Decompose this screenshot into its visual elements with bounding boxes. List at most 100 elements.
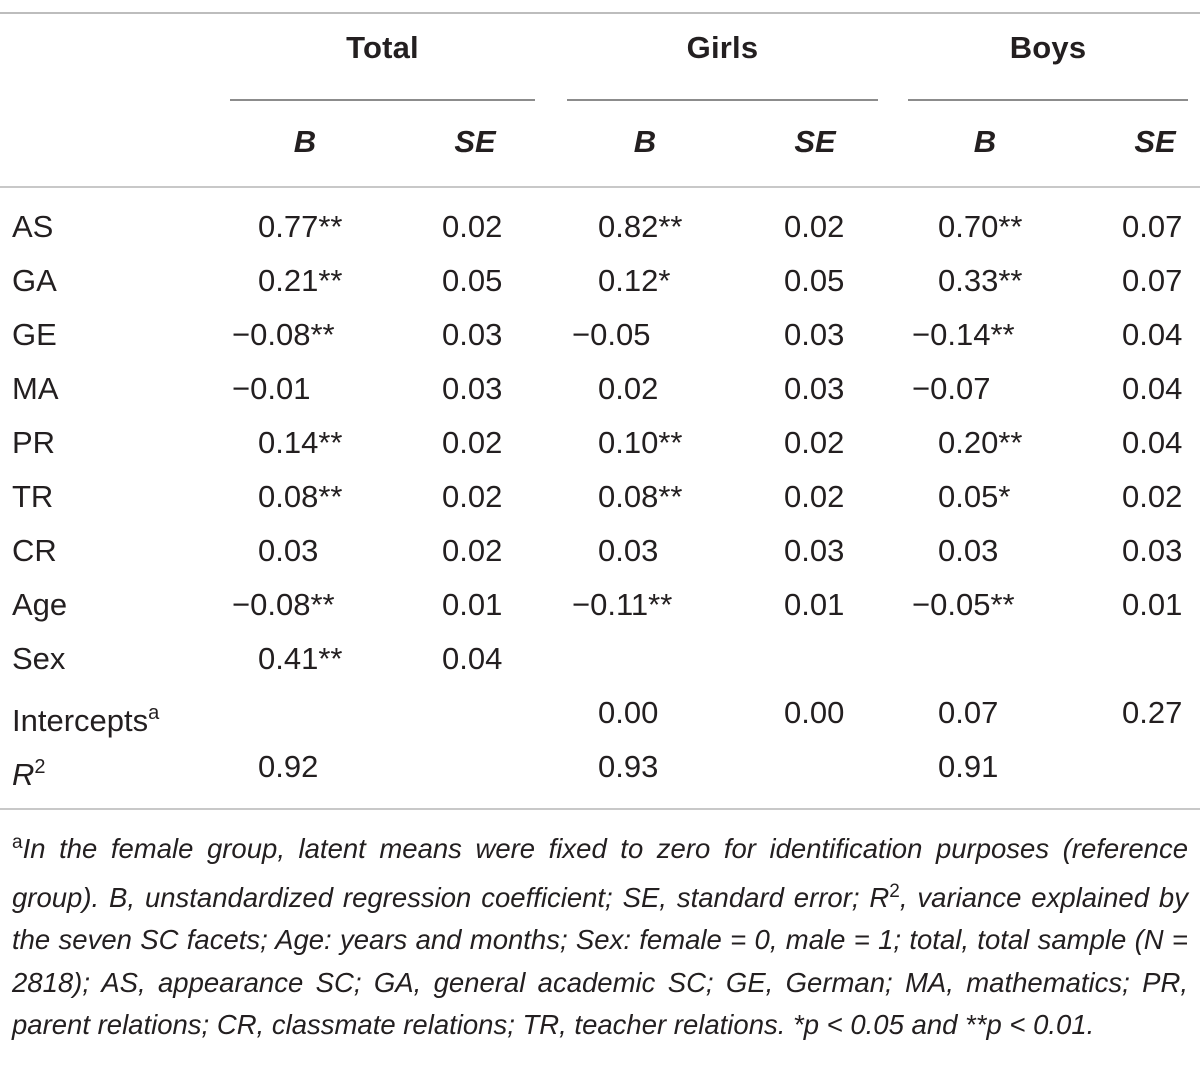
cell-girls-se: 0.02: [784, 479, 845, 514]
row-label-text: GA: [12, 263, 57, 298]
cell-girls-se: 0.02: [784, 209, 845, 244]
table-row: CR 0.03 0.02 0.03 0.03 0.03 0.03: [0, 524, 1200, 578]
row-label-superscript: a: [148, 702, 160, 724]
cell-girls-se: 0.00: [784, 695, 845, 730]
footnote-text-part1: In the female group, latent means were f…: [12, 833, 1188, 913]
table-row: GA 0.21** 0.05 0.12* 0.05 0.33** 0.07: [0, 254, 1200, 308]
row-label-text: TR: [12, 479, 54, 514]
row-label-text: Sex: [12, 641, 66, 676]
table-row: R2 0.92 0.93 0.91: [0, 740, 1200, 794]
group-rule-girls: [567, 99, 878, 101]
table-bottom-rule: [0, 808, 1200, 810]
row-label: Interceptsa: [12, 686, 159, 748]
col-header-girls-se: SE: [794, 124, 836, 159]
cell-boys-se: 0.01: [1122, 587, 1183, 622]
row-label: CR: [12, 524, 57, 578]
cell-girls-b: 0.00: [598, 695, 659, 730]
table-row: Interceptsa 0.00 0.00 0.07 0.27: [0, 686, 1200, 740]
col-header-girls-b: B: [633, 124, 657, 159]
table-row: MA −0.01 0.03 0.02 0.03 −0.07 0.04: [0, 362, 1200, 416]
cell-girls-b: 0.10**: [598, 425, 683, 460]
table-footnote: aIn the female group, latent means were …: [12, 822, 1188, 1047]
row-label-superscript: 2: [34, 756, 46, 778]
row-label: TR: [12, 470, 53, 524]
group-title-boys: Boys: [1009, 30, 1087, 65]
cell-boys-b: −0.07: [912, 371, 991, 406]
table-row: TR 0.08** 0.02 0.08** 0.02 0.05* 0.02: [0, 470, 1200, 524]
cell-boys-b: 0.05*: [938, 479, 1011, 514]
row-label: AS: [12, 200, 53, 254]
cell-girls-se: 0.05: [784, 263, 845, 298]
col-header-total-se: SE: [454, 124, 496, 159]
cell-boys-se: 0.04: [1122, 425, 1183, 460]
cell-total-b: 0.08**: [258, 479, 343, 514]
table-row: GE −0.08** 0.03 −0.05 0.03 −0.14** 0.04: [0, 308, 1200, 362]
cell-total-se: 0.02: [442, 209, 503, 244]
cell-boys-b: 0.33**: [938, 263, 1023, 298]
cell-total-b: 0.21**: [258, 263, 343, 298]
cell-girls-b: 0.08**: [598, 479, 683, 514]
cell-girls-b: −0.11**: [572, 587, 673, 622]
cell-boys-se: 0.02: [1122, 479, 1183, 514]
cell-girls-b: 0.12*: [598, 263, 671, 298]
cell-total-b: 0.03: [258, 533, 319, 568]
table-row: PR 0.14** 0.02 0.10** 0.02 0.20** 0.04: [0, 416, 1200, 470]
cell-boys-se: 0.04: [1122, 371, 1183, 406]
cell-total-se: 0.02: [442, 479, 503, 514]
row-label: R2: [12, 740, 46, 802]
row-label-text: GE: [12, 317, 57, 352]
row-label: Age: [12, 578, 67, 632]
cell-total-b: −0.08**: [232, 317, 335, 352]
cell-total-b: 0.41**: [258, 641, 343, 676]
table-top-rule: [0, 12, 1200, 14]
header-rule: [0, 186, 1200, 188]
cell-total-se: 0.02: [442, 533, 503, 568]
footnote-marker: a: [12, 832, 23, 853]
cell-girls-b: 0.02: [598, 371, 659, 406]
cell-boys-se: 0.07: [1122, 209, 1183, 244]
cell-girls-se: 0.03: [784, 371, 845, 406]
row-label-text: PR: [12, 425, 56, 460]
group-title-total: Total: [346, 30, 419, 65]
col-header-boys-b: B: [973, 124, 997, 159]
cell-girls-se: 0.03: [784, 533, 845, 568]
col-header-total-b: B: [293, 124, 317, 159]
cell-boys-b: 0.20**: [938, 425, 1023, 460]
footnote-superscript-2: 2: [889, 880, 900, 902]
row-label-text: Age: [12, 587, 68, 622]
cell-total-b: 0.14**: [258, 425, 343, 460]
footnote-text-part2: , variance explained by the seven SC fac…: [12, 881, 1188, 1041]
cell-total-b: −0.01: [232, 371, 311, 406]
col-header-boys-se: SE: [1134, 124, 1176, 159]
row-label-text: R: [12, 757, 35, 792]
cell-boys-b: 0.03: [938, 533, 999, 568]
cell-boys-se: 0.04: [1122, 317, 1183, 352]
cell-total-se: 0.02: [442, 425, 503, 460]
cell-total-b: −0.08**: [232, 587, 335, 622]
cell-total-b: 0.92: [258, 749, 319, 784]
cell-girls-b: −0.05: [572, 317, 651, 352]
cell-total-se: 0.01: [442, 587, 503, 622]
group-rule-total: [230, 99, 535, 101]
cell-boys-b: 0.07: [938, 695, 999, 730]
cell-total-b: 0.77**: [258, 209, 343, 244]
row-label: MA: [12, 362, 59, 416]
table-row: Age −0.08** 0.01 −0.11** 0.01 −0.05** 0.01: [0, 578, 1200, 632]
cell-total-se: 0.04: [442, 641, 503, 676]
group-title-girls: Girls: [686, 30, 759, 65]
cell-girls-b: 0.03: [598, 533, 659, 568]
row-label-text: Intercepts: [12, 703, 149, 738]
cell-girls-b: 0.82**: [598, 209, 683, 244]
cell-girls-se: 0.01: [784, 587, 845, 622]
cell-boys-b: 0.91: [938, 749, 999, 784]
cell-boys-b: 0.70**: [938, 209, 1023, 244]
row-label-text: MA: [12, 371, 59, 406]
row-label: GE: [12, 308, 57, 362]
row-label: Sex: [12, 632, 65, 686]
table-row: Sex 0.41** 0.04: [0, 632, 1200, 686]
cell-boys-se: 0.27: [1122, 695, 1183, 730]
cell-girls-se: 0.03: [784, 317, 845, 352]
cell-total-se: 0.03: [442, 317, 503, 352]
cell-boys-b: −0.05**: [912, 587, 1015, 622]
cell-total-se: 0.03: [442, 371, 503, 406]
